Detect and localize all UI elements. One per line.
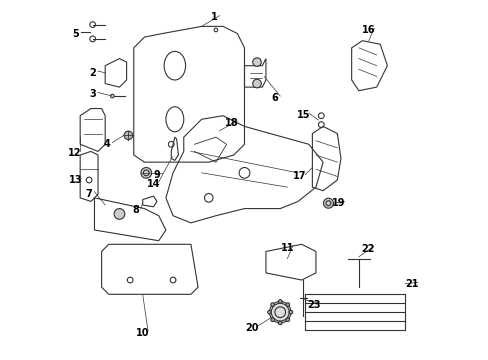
Circle shape bbox=[124, 131, 132, 140]
Text: 4: 4 bbox=[103, 139, 110, 149]
Text: 13: 13 bbox=[69, 175, 82, 185]
Circle shape bbox=[278, 300, 282, 303]
Circle shape bbox=[323, 198, 333, 208]
Text: 11: 11 bbox=[280, 243, 293, 253]
Circle shape bbox=[267, 310, 271, 314]
Text: 23: 23 bbox=[307, 300, 320, 310]
Circle shape bbox=[285, 303, 289, 306]
Text: 7: 7 bbox=[85, 189, 92, 199]
Text: 15: 15 bbox=[296, 110, 309, 120]
Text: 18: 18 bbox=[225, 118, 238, 128]
Text: 16: 16 bbox=[361, 25, 375, 35]
Circle shape bbox=[114, 208, 124, 219]
Text: 5: 5 bbox=[72, 28, 79, 39]
Text: 2: 2 bbox=[89, 68, 96, 78]
Text: 14: 14 bbox=[146, 179, 160, 189]
Text: 12: 12 bbox=[68, 148, 81, 158]
Circle shape bbox=[288, 310, 292, 314]
Text: 8: 8 bbox=[132, 205, 139, 215]
Text: 1: 1 bbox=[210, 13, 217, 22]
Circle shape bbox=[278, 321, 282, 325]
Circle shape bbox=[141, 167, 151, 178]
Text: 9: 9 bbox=[153, 170, 160, 180]
Text: 10: 10 bbox=[136, 328, 149, 338]
Circle shape bbox=[269, 301, 290, 323]
Text: 3: 3 bbox=[89, 89, 96, 99]
Text: 6: 6 bbox=[271, 93, 278, 103]
Text: 20: 20 bbox=[244, 323, 258, 333]
Text: 19: 19 bbox=[332, 198, 345, 208]
Text: 21: 21 bbox=[405, 279, 418, 289]
Circle shape bbox=[270, 303, 274, 306]
Circle shape bbox=[252, 79, 261, 88]
Text: 17: 17 bbox=[292, 171, 306, 181]
Circle shape bbox=[270, 318, 274, 321]
Circle shape bbox=[285, 318, 289, 321]
Circle shape bbox=[252, 58, 261, 66]
Text: 22: 22 bbox=[360, 244, 374, 253]
